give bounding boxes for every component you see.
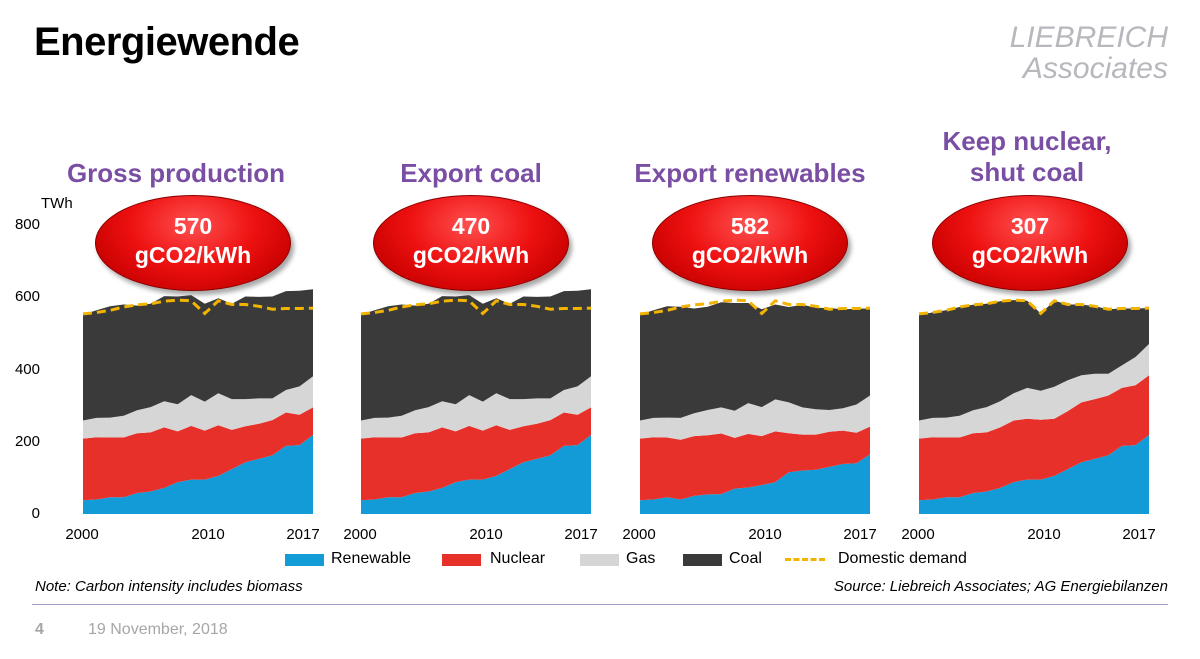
x-tick-label: 2010: [1027, 526, 1061, 543]
carbon-intensity-bubble: 570 gCO2/kWh: [95, 195, 291, 291]
panel-heading-keep-nuclear: Keep nuclear, shut coal: [887, 126, 1167, 188]
area-nuclear: [361, 407, 591, 501]
y-tick-label: 400: [14, 361, 40, 378]
x-tick-label: 2017: [1122, 526, 1156, 543]
panel-heading-export-renewables: Export renewables: [610, 158, 890, 189]
carbon-intensity-bubble: 307 gCO2/kWh: [932, 195, 1128, 291]
carbon-intensity-value: 470: [451, 213, 491, 239]
carbon-intensity-value: 582: [730, 213, 770, 239]
x-tick-label: 2000: [901, 526, 935, 543]
y-tick-label: 800: [14, 216, 40, 233]
logo-line-2: Associates: [1022, 52, 1168, 85]
chart-keep-nuclear-shut-coal: [918, 298, 1150, 514]
line-domestic-demand: [639, 298, 871, 316]
company-logo: LIEBREICH Associates: [1010, 22, 1168, 84]
area-coal: [361, 289, 591, 421]
area-nuclear: [83, 407, 313, 501]
carbon-intensity-unit: gCO2/kWh: [691, 242, 809, 268]
panel-heading-line: shut coal: [969, 157, 1085, 187]
area-coal: [919, 300, 1149, 421]
carbon-intensity-unit: gCO2/kWh: [971, 242, 1089, 268]
y-axis-unit: TWh: [41, 195, 73, 212]
x-tick-label: 2010: [748, 526, 782, 543]
line-domestic-demand: [82, 298, 314, 316]
legend-label: Coal: [729, 550, 762, 567]
carbon-intensity-unit: gCO2/kWh: [412, 242, 530, 268]
footnote: Note: Carbon intensity includes biomass: [35, 578, 303, 595]
x-tick-label: 2010: [469, 526, 503, 543]
legend-swatch-demand: [785, 558, 825, 561]
panel-heading-line: Keep nuclear,: [942, 126, 1112, 156]
legend-swatch-gas: [580, 554, 619, 566]
panel-heading-line: Gross production: [66, 158, 286, 188]
panel-heading-line: Export renewables: [634, 158, 866, 188]
slide-title: Energiewende: [34, 20, 300, 64]
legend-label: Nuclear: [490, 550, 546, 567]
x-tick-label: 2017: [286, 526, 320, 543]
footer-divider: [32, 604, 1168, 605]
area-coal: [83, 289, 313, 421]
area-gas: [361, 376, 591, 439]
x-tick-label: 2000: [65, 526, 99, 543]
area-gas: [83, 376, 313, 439]
logo-line-1: LIEBREICH: [1009, 21, 1168, 54]
y-tick-label: 200: [14, 433, 40, 450]
x-tick-label: 2017: [564, 526, 598, 543]
slide-date: 19 November, 2018: [88, 621, 228, 638]
legend-swatch-renewable: [285, 554, 324, 566]
panel-heading-export-coal: Export coal: [331, 158, 611, 189]
source-citation: Source: Liebreich Associates; AG Energie…: [833, 578, 1168, 595]
area-nuclear: [919, 375, 1149, 501]
area-gas: [919, 344, 1149, 439]
legend-label: Domestic demand: [838, 550, 967, 567]
y-tick-label: 600: [14, 288, 40, 305]
line-domestic-demand: [918, 298, 1150, 316]
panel-heading-gross-production: Gross production: [36, 158, 316, 189]
legend-swatch-nuclear: [442, 554, 481, 566]
chart-export-renewables: [639, 298, 871, 514]
carbon-intensity-value: 307: [1010, 213, 1050, 239]
page-number: 4: [35, 621, 44, 638]
carbon-intensity-value: 570: [173, 213, 213, 239]
panel-heading-line: Export coal: [400, 158, 542, 188]
x-tick-label: 2000: [343, 526, 377, 543]
area-coal: [640, 302, 870, 421]
y-tick-label: 0: [31, 505, 40, 522]
area-renewable: [83, 435, 313, 514]
x-tick-label: 2010: [191, 526, 225, 543]
line-domestic-demand: [360, 298, 592, 316]
legend-label: Renewable: [331, 550, 412, 567]
carbon-intensity-bubble: 470 gCO2/kWh: [373, 195, 569, 291]
legend-swatch-coal: [683, 554, 722, 566]
chart-gross-production: [82, 289, 314, 514]
area-renewable: [361, 435, 591, 514]
chart-export-coal: [360, 289, 592, 514]
area-renewable: [640, 454, 870, 514]
legend-label: Gas: [626, 550, 656, 567]
area-nuclear: [640, 426, 870, 501]
x-tick-label: 2000: [622, 526, 656, 543]
carbon-intensity-bubble: 582 gCO2/kWh: [652, 195, 848, 291]
area-renewable: [919, 435, 1149, 514]
area-gas: [640, 395, 870, 440]
carbon-intensity-unit: gCO2/kWh: [134, 242, 252, 268]
x-tick-label: 2017: [843, 526, 877, 543]
